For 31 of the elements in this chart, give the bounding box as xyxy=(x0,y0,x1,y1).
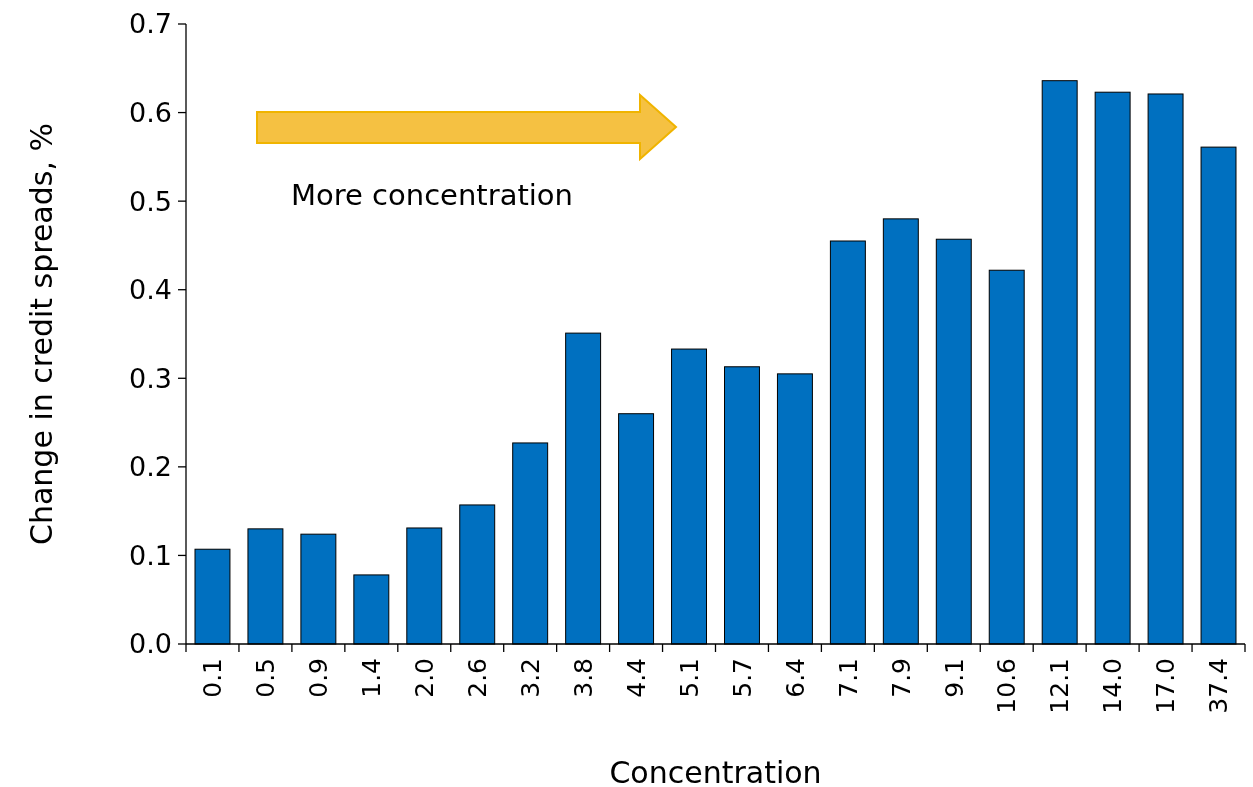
x-tick-label: 2.0 xyxy=(410,658,440,698)
x-tick-label: 4.4 xyxy=(621,658,651,698)
x-tick-label: 37.4 xyxy=(1204,658,1234,714)
x-tick-label: 14.0 xyxy=(1098,658,1128,714)
x-tick-label: 0.9 xyxy=(304,658,334,698)
annotation: More concentration xyxy=(291,178,573,212)
y-tick-label: 0.7 xyxy=(129,8,172,40)
x-tick-label: 1.4 xyxy=(357,658,387,698)
x-tick-label: 10.6 xyxy=(992,658,1022,714)
x-tick-label: 0.5 xyxy=(251,658,281,698)
x-tick-label: 12.1 xyxy=(1045,658,1075,714)
x-tick-label: 7.1 xyxy=(833,658,863,698)
y-tick-label: 0.3 xyxy=(129,362,172,394)
y-tick-label: 0.0 xyxy=(129,628,172,660)
x-tick-label: 6.4 xyxy=(780,658,810,698)
y-tick-label: 0.1 xyxy=(129,539,172,571)
y-tick-label: 0.5 xyxy=(129,185,172,217)
x-tick-label: 2.6 xyxy=(462,658,492,698)
x-tick-label: 0.1 xyxy=(198,658,228,698)
y-tick-label: 0.4 xyxy=(129,274,172,306)
x-tick-label: 7.9 xyxy=(886,658,916,698)
x-tick-label: 9.1 xyxy=(939,658,969,698)
x-tick-label: 5.1 xyxy=(674,658,704,698)
x-tick-label: 3.8 xyxy=(568,658,598,698)
x-tick-label: 5.7 xyxy=(727,658,757,698)
x-axis-title: Concentration xyxy=(609,755,822,787)
y-tick-label: 0.2 xyxy=(129,451,172,483)
x-tick-label: 17.0 xyxy=(1151,658,1181,714)
y-axis-title: Change in credit spreads, % xyxy=(24,122,59,546)
x-tick-label: 3.2 xyxy=(515,658,545,698)
y-tick-label: 0.6 xyxy=(129,97,172,129)
